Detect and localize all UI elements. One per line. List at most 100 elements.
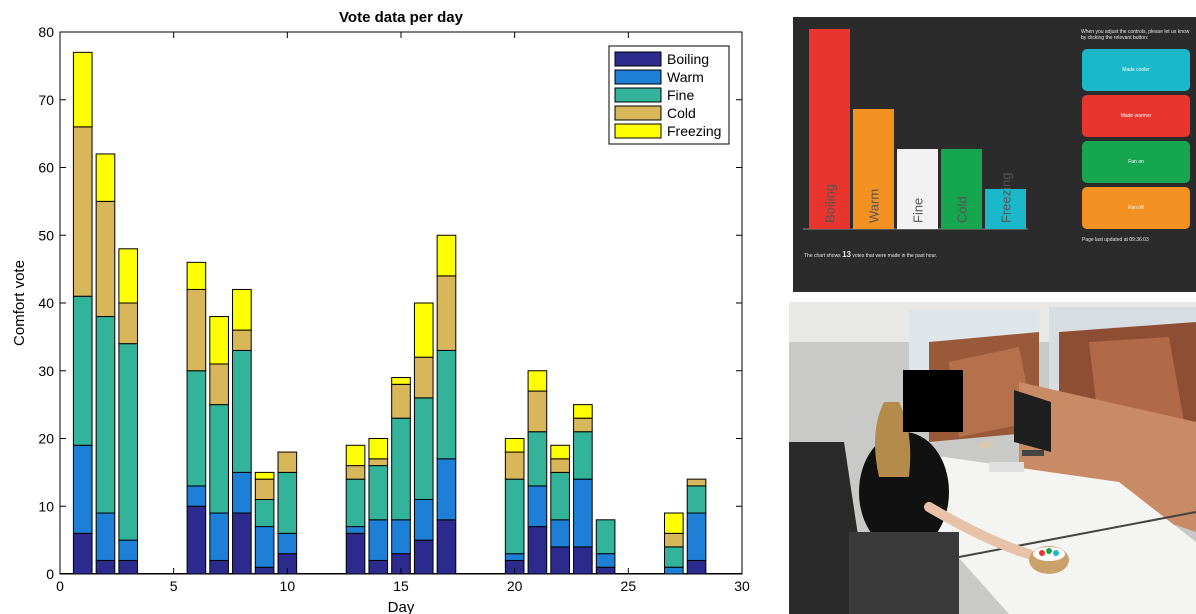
bar-segment-cold [391, 383, 411, 419]
legend-label: Boiling [667, 51, 709, 67]
bar-segment-fine [277, 471, 298, 534]
bar-segment-fine [232, 349, 252, 473]
bar-segment-warm [595, 553, 616, 568]
bar-segment-warm [72, 444, 93, 534]
bar-segment-warm [436, 458, 457, 521]
bar-segment-boiling [550, 546, 570, 575]
bar-segment-fine [345, 478, 366, 528]
dashboard-bar-freezing [985, 189, 1026, 229]
bar-segment-warm [504, 553, 525, 561]
x-tick-label: 20 [507, 578, 523, 594]
desk-partition [1019, 382, 1196, 532]
legend-swatch [614, 105, 662, 121]
bar-segment-boiling [368, 559, 389, 575]
x-axis-label: Day [388, 599, 415, 614]
bar-segment-boiling [209, 559, 229, 575]
office-photo [789, 302, 1196, 614]
bar-segment-fine [663, 546, 684, 568]
dashboard-bar-label: Freezing [999, 172, 1014, 223]
bar-segment-cold [254, 478, 275, 500]
footer-suffix: votes that were made in the past hour. [852, 253, 938, 259]
bar-segment-freezing [527, 370, 548, 392]
bar-segment-freezing [573, 404, 593, 419]
bar-segment-cold [573, 417, 593, 433]
vote-count: 13 [842, 250, 851, 259]
x-tick-label: 25 [621, 578, 637, 594]
bar-segment-cold [209, 363, 229, 406]
y-tick-label: 30 [38, 363, 54, 379]
bar-segment-warm [391, 519, 411, 555]
x-tick-label: 0 [56, 578, 64, 594]
bar-segment-cold [527, 390, 548, 433]
bar-segment-boiling [595, 566, 616, 575]
dashboard-bar-cold [941, 149, 982, 229]
bar-segment-warm [254, 526, 275, 568]
dashboard-bar-label: Boiling [823, 184, 838, 223]
legend-swatch [614, 51, 662, 67]
bar-segment-fine [95, 316, 116, 514]
bar-segment-freezing [550, 444, 570, 460]
dashboard-bar-label: Fine [911, 198, 926, 223]
bar-segment-cold [550, 458, 570, 473]
x-tick-label: 5 [170, 578, 178, 594]
office-scene-illustration [789, 302, 1196, 614]
bar-segment-cold [118, 302, 139, 345]
chart-title: Vote data per day [339, 9, 464, 26]
legend-swatch [614, 123, 662, 139]
y-tick-label: 80 [38, 24, 54, 40]
dashboard-bar-fine [897, 149, 938, 229]
bar-segment-cold [345, 465, 366, 480]
x-tick-label: 15 [393, 578, 409, 594]
bar-segment-freezing [368, 438, 389, 460]
bar-segment-fine [573, 431, 593, 480]
bar-segment-fine [391, 417, 411, 521]
fan-on-button[interactable]: Fan on [1082, 141, 1190, 183]
bar-segment-warm [95, 512, 116, 561]
legend-swatch [614, 69, 662, 85]
x-tick-label: 10 [280, 578, 296, 594]
bar-segment-boiling [413, 539, 434, 575]
bar-segment-cold [186, 288, 207, 372]
bar-segment-boiling [186, 505, 207, 575]
bar-segment-cold [686, 478, 707, 487]
bar-segment-freezing [209, 316, 229, 365]
dashboard-bar-label: Cold [955, 196, 970, 223]
y-tick-label: 0 [46, 566, 54, 582]
bar-segment-boiling [573, 546, 593, 575]
bar-segment-cold [277, 451, 298, 473]
legend-label: Cold [667, 105, 696, 121]
dashboard-bar-warm [853, 109, 894, 229]
bar-segment-fine [413, 397, 434, 500]
bar-segment-warm [663, 566, 684, 575]
y-tick-label: 60 [38, 160, 54, 176]
bar-segment-cold [663, 532, 684, 548]
bar-segment-cold [95, 200, 116, 318]
bar-segment-fine [186, 370, 207, 487]
x-tick-label: 30 [734, 578, 750, 594]
bar-segment-freezing [663, 512, 684, 534]
bar-segment-freezing [391, 377, 411, 385]
made-warmer-button[interactable]: Made warmer [1082, 95, 1190, 137]
made-cooler-button[interactable]: Made cooler [1082, 49, 1190, 91]
bar-segment-boiling [118, 559, 139, 575]
bar-segment-warm [186, 485, 207, 507]
bar-segment-cold [72, 126, 93, 297]
legend-label: Freezing [667, 123, 721, 139]
bar-segment-fine [254, 498, 275, 528]
bar-segment-cold [504, 451, 525, 480]
bar-segment-freezing [413, 302, 434, 358]
bar-segment-fine [436, 349, 457, 460]
bar-segment-warm [573, 478, 593, 548]
bar-segment-warm [368, 519, 389, 561]
dashboard-bar-label: Warm [867, 189, 882, 223]
bar-segment-warm [232, 471, 252, 514]
bar-segment-fine [209, 404, 229, 514]
vote-dashboard-panel: Boiling Warm Fine Cold Freezing When you adj… [793, 17, 1196, 292]
y-tick-label: 40 [38, 295, 54, 311]
bar-segment-boiling [345, 532, 366, 575]
bar-segment-boiling [527, 526, 548, 575]
fan-off-button[interactable]: Fan off [1082, 187, 1190, 229]
legend-swatch [614, 87, 662, 103]
bar-segment-warm [550, 519, 570, 548]
bar-segment-warm [413, 498, 434, 541]
